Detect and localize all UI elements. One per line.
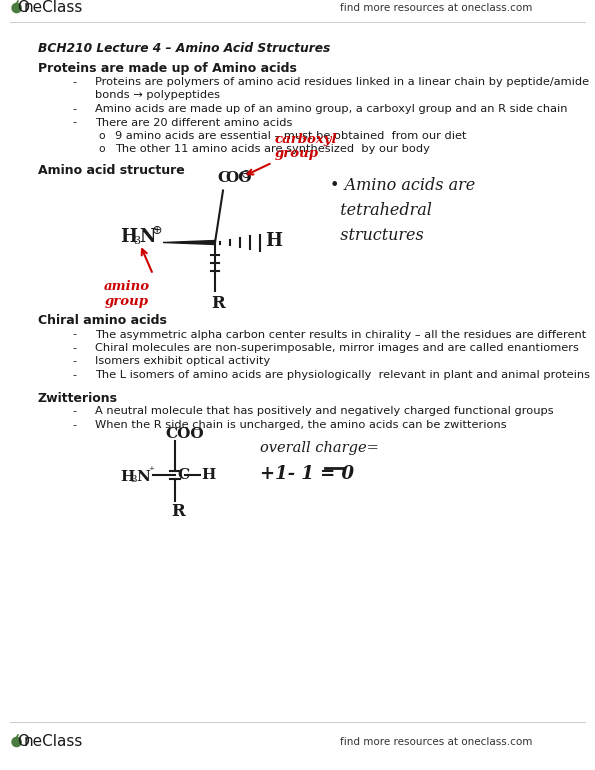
Text: Amino acids are made up of an amino group, a carboxyl group and an R side chain: Amino acids are made up of an amino grou… xyxy=(95,104,568,114)
Text: find more resources at oneclass.com: find more resources at oneclass.com xyxy=(340,737,533,747)
Polygon shape xyxy=(163,240,215,245)
Text: BCH210 Lecture 4 – Amino Acid Structures: BCH210 Lecture 4 – Amino Acid Structures xyxy=(38,42,330,55)
Text: neClass: neClass xyxy=(24,1,83,15)
Text: Chiral molecules are non-superimposable, mirror images and are called enantiomer: Chiral molecules are non-superimposable,… xyxy=(95,343,579,353)
Text: H: H xyxy=(120,470,134,484)
Text: 3: 3 xyxy=(133,236,140,246)
Text: C: C xyxy=(177,468,189,482)
Text: N: N xyxy=(139,229,155,246)
Text: H: H xyxy=(201,468,215,482)
Text: The other 11 amino acids are synthesized  by our body: The other 11 amino acids are synthesized… xyxy=(115,145,430,155)
Circle shape xyxy=(12,738,21,747)
Text: -: - xyxy=(72,330,76,340)
Text: ⁺: ⁺ xyxy=(148,466,154,476)
Text: The asymmetric alpha carbon center results in chirality – all the residues are d: The asymmetric alpha carbon center resul… xyxy=(95,330,586,340)
Text: -: - xyxy=(72,343,76,353)
Text: Amino acid structure: Amino acid structure xyxy=(38,165,185,178)
Text: O: O xyxy=(17,735,29,749)
Text: • Amino acids are
  tetrahedral
  structures: • Amino acids are tetrahedral structures xyxy=(330,178,475,244)
Text: Isomers exhibit optical activity: Isomers exhibit optical activity xyxy=(95,357,270,367)
Text: Chiral amino acids: Chiral amino acids xyxy=(38,314,167,327)
Text: overall charge=: overall charge= xyxy=(260,441,379,455)
Text: A neutral molecule that has positively and negatively charged functional groups: A neutral molecule that has positively a… xyxy=(95,407,553,417)
Text: O: O xyxy=(17,1,29,15)
Text: group: group xyxy=(105,294,149,307)
Text: neClass: neClass xyxy=(24,735,83,749)
Text: H: H xyxy=(265,232,282,249)
Text: COO: COO xyxy=(165,427,203,441)
Text: ⊖: ⊖ xyxy=(241,168,252,180)
Text: -: - xyxy=(72,104,76,114)
Text: -: - xyxy=(72,118,76,128)
Text: C: C xyxy=(217,170,229,185)
Text: R: R xyxy=(171,503,185,520)
Text: -: - xyxy=(72,407,76,417)
Text: Zwitterions: Zwitterions xyxy=(38,391,118,404)
Circle shape xyxy=(12,3,21,12)
Text: bonds → polypeptides: bonds → polypeptides xyxy=(95,91,220,101)
Text: 9 amino acids are essential – must be obtained  from our diet: 9 amino acids are essential – must be ob… xyxy=(115,131,466,141)
Text: ⁻: ⁻ xyxy=(193,426,200,439)
Text: Proteins are polymers of amino acid residues linked in a linear chain by peptide: Proteins are polymers of amino acid resi… xyxy=(95,77,589,87)
Text: o: o xyxy=(98,131,105,141)
Text: Proteins are made up of Amino acids: Proteins are made up of Amino acids xyxy=(38,62,297,75)
Text: -: - xyxy=(72,370,76,380)
Text: carboxyl
group: carboxyl group xyxy=(248,132,337,175)
Text: There are 20 different amino acids: There are 20 different amino acids xyxy=(95,118,292,128)
Text: OO: OO xyxy=(225,170,252,185)
Text: N: N xyxy=(136,470,150,484)
Text: -: - xyxy=(72,420,76,430)
Text: When the R side chain is uncharged, the amino acids can be zwitterions: When the R side chain is uncharged, the … xyxy=(95,420,506,430)
Text: 3: 3 xyxy=(130,476,137,484)
Text: H: H xyxy=(120,229,137,246)
Text: -: - xyxy=(72,357,76,367)
Text: o: o xyxy=(98,145,105,155)
Text: find more resources at oneclass.com: find more resources at oneclass.com xyxy=(340,3,533,13)
Text: ⊕: ⊕ xyxy=(152,224,162,237)
Text: The L isomers of amino acids are physiologically  relevant in plant and animal p: The L isomers of amino acids are physiol… xyxy=(95,370,590,380)
Text: amino: amino xyxy=(104,280,150,293)
Text: -: - xyxy=(72,77,76,87)
Text: +1- 1 = 0: +1- 1 = 0 xyxy=(260,465,354,483)
Text: R: R xyxy=(211,296,225,313)
